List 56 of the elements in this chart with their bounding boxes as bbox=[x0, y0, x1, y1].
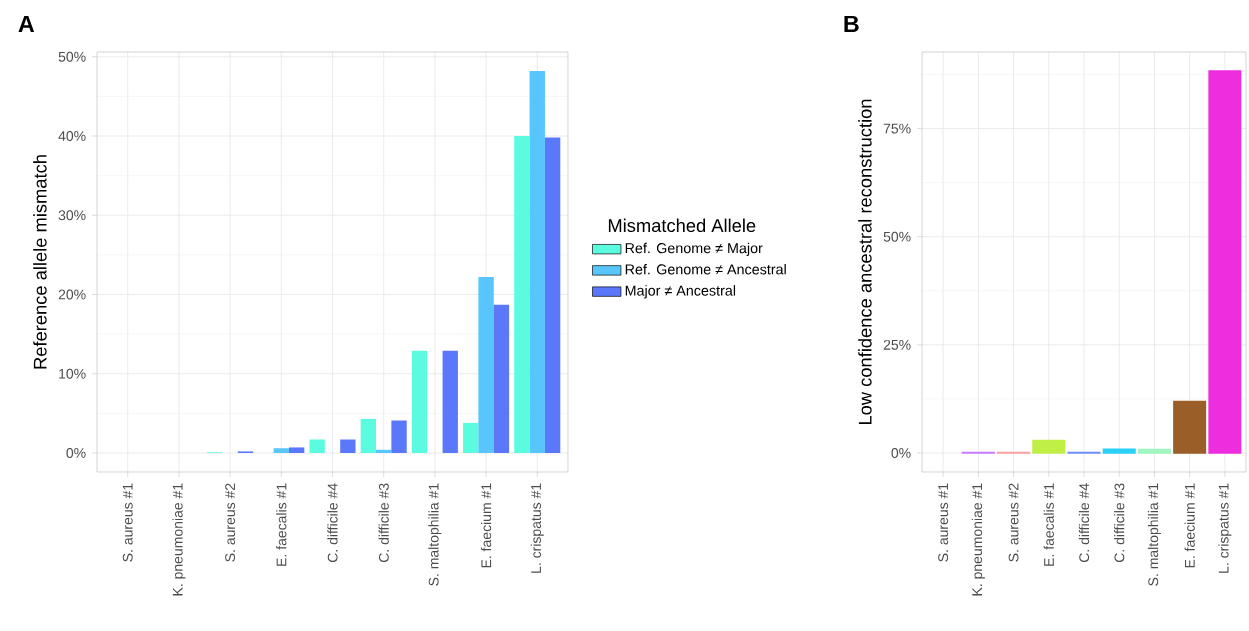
x-tick-label: S. maltophilia #1 bbox=[1147, 483, 1161, 586]
bar bbox=[442, 350, 458, 453]
bar bbox=[1102, 448, 1136, 454]
bar bbox=[411, 350, 428, 453]
legend-title: Mismatched Allele bbox=[608, 218, 756, 233]
bar bbox=[1208, 70, 1242, 454]
x-tick-label: K. pneumoniae #1 bbox=[971, 483, 985, 596]
legend-label: Major ≠ Ancestral bbox=[625, 285, 736, 299]
bar bbox=[376, 449, 392, 453]
y-tick-label: 0% bbox=[891, 448, 911, 458]
y-axis-title: Low confidence ancestral reconstruction bbox=[858, 99, 872, 425]
y-tick-label: 50% bbox=[58, 51, 86, 62]
bar bbox=[493, 304, 510, 453]
x-tick-label: S. maltophilia #1 bbox=[428, 483, 442, 586]
bar bbox=[288, 447, 305, 453]
y-tick-label: 40% bbox=[58, 131, 86, 141]
y-tick-label: 20% bbox=[58, 289, 86, 300]
x-tick-label: S. aureus #2 bbox=[1008, 483, 1019, 562]
y-tick-label: 75% bbox=[883, 123, 911, 134]
x-tick-label: S. aureus #2 bbox=[225, 483, 236, 562]
y-axis-title: Reference allele mismatch bbox=[33, 155, 47, 369]
x-tick-label: S. aureus #1 bbox=[122, 483, 133, 562]
text: B bbox=[844, 15, 859, 32]
x-tick-label: S. aureus #1 bbox=[938, 483, 949, 562]
y-tick-label: 10% bbox=[59, 368, 86, 379]
x-tick-label: L. crispatus #1 bbox=[1218, 483, 1232, 573]
bar bbox=[1032, 439, 1066, 454]
bar bbox=[309, 439, 325, 453]
x-tick-label: L. crispatus #1 bbox=[530, 483, 544, 573]
x-tick-label: C. difficile #4 bbox=[327, 483, 338, 563]
bar bbox=[391, 420, 407, 453]
x-tick-label: C. difficile #4 bbox=[1078, 483, 1090, 563]
x-tick-label: E. faecium #1 bbox=[1184, 483, 1195, 568]
x-tick-label: C. difficile #3 bbox=[378, 483, 389, 563]
x-tick-label: E. faecalis #1 bbox=[276, 483, 287, 566]
bar bbox=[514, 136, 530, 453]
y-tick-label: 25% bbox=[883, 339, 911, 350]
bar bbox=[1137, 448, 1171, 454]
bar bbox=[360, 418, 377, 453]
x-tick-label: E. faecium #1 bbox=[480, 483, 492, 568]
bar bbox=[478, 277, 494, 453]
x-tick-label: K. pneumoniae #1 bbox=[172, 483, 186, 596]
bar bbox=[463, 422, 479, 453]
bar bbox=[1173, 400, 1207, 454]
x-tick-label: E. faecalis #1 bbox=[1043, 483, 1054, 566]
legend-label: Ref. Genome ≠ Ancestral bbox=[625, 263, 786, 275]
text: A bbox=[18, 15, 35, 32]
x-tick-label: C. difficile #3 bbox=[1114, 483, 1125, 563]
bar bbox=[273, 448, 289, 453]
legend-label: Ref. Genome ≠ Major bbox=[625, 242, 763, 257]
bar bbox=[340, 439, 356, 453]
y-tick-label: 0% bbox=[66, 448, 86, 458]
y-tick-label: 50% bbox=[883, 231, 911, 242]
bar bbox=[529, 71, 545, 453]
bar bbox=[544, 137, 561, 453]
y-tick-label: 30% bbox=[58, 210, 86, 221]
